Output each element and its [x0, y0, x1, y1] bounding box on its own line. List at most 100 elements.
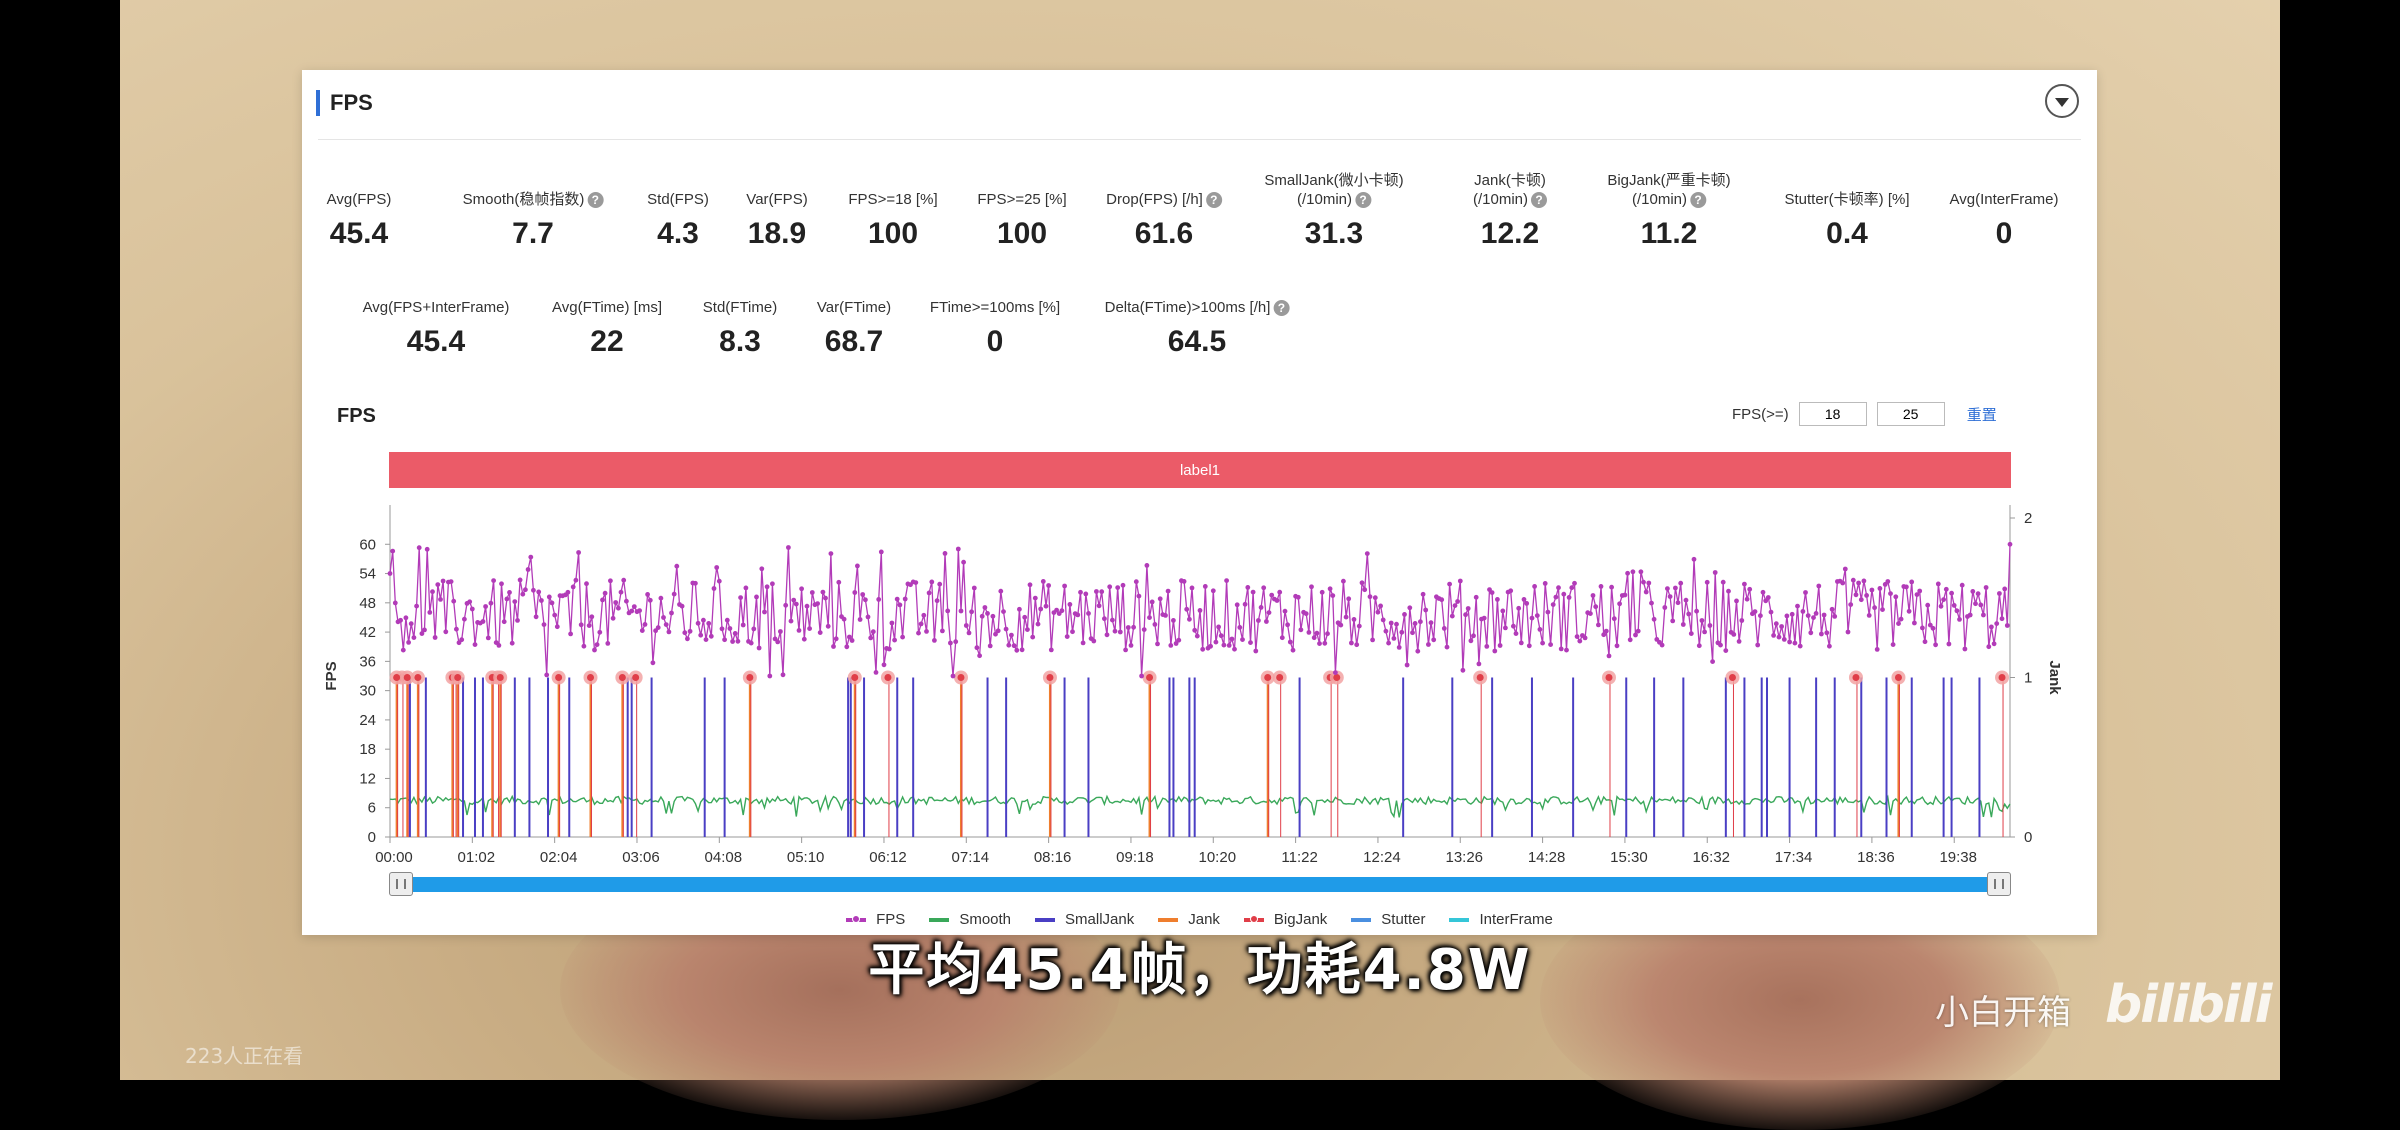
- fps-point: [1768, 609, 1774, 615]
- reset-button[interactable]: 重置: [1966, 406, 1997, 424]
- x-tick-label: 08:16: [1034, 849, 1072, 866]
- fps-threshold-input-2[interactable]: [1876, 402, 1945, 426]
- fps-point: [1920, 625, 1925, 631]
- fps-point: [1869, 587, 1875, 593]
- legend-item-stutter[interactable]: Stutter: [1351, 911, 1425, 928]
- fps-point: [1362, 587, 1368, 593]
- fps-point: [748, 640, 754, 646]
- collapse-button[interactable]: [2045, 84, 2079, 118]
- metric-value: 68.7: [824, 325, 884, 358]
- fps-point: [1659, 642, 1665, 648]
- fps-point: [1306, 630, 1312, 635]
- fps-point: [1492, 648, 1498, 654]
- x-tick-label: 15:30: [1610, 849, 1648, 866]
- fps-point: [1927, 622, 1933, 628]
- fps-point: [549, 600, 555, 606]
- x-tick-label: 17:34: [1775, 849, 1813, 866]
- fps-point: [1813, 611, 1819, 616]
- legend-item-jank[interactable]: Jank: [1158, 911, 1220, 928]
- fps-point: [586, 623, 592, 628]
- fps-point: [1665, 586, 1670, 591]
- bigjank-marker: [1998, 674, 2006, 681]
- fps-point: [1383, 628, 1389, 634]
- panel-title: FPS: [330, 90, 373, 115]
- fps-point: [1739, 618, 1745, 623]
- fps-point: [1811, 615, 1816, 620]
- fps-point: [998, 588, 1004, 594]
- fps-point: [730, 639, 735, 644]
- fps-point: [894, 596, 900, 602]
- fps-point: [669, 610, 674, 616]
- help-icon[interactable]: ?: [587, 192, 604, 209]
- fps-point: [961, 559, 966, 565]
- help-icon[interactable]: ?: [1205, 192, 1222, 209]
- fps-point: [1564, 647, 1569, 653]
- help-icon[interactable]: ?: [1531, 192, 1548, 209]
- legend-item-fps[interactable]: FPS: [846, 911, 905, 928]
- fps-point: [1617, 601, 1622, 607]
- fps-point: [1364, 551, 1370, 556]
- fps-point: [1269, 592, 1275, 598]
- bigjank-marker: [1894, 674, 1902, 681]
- fps-point: [847, 634, 852, 640]
- fps-point: [600, 597, 605, 603]
- fps-point: [732, 631, 738, 636]
- slider-handle-end[interactable]: [1987, 872, 2011, 896]
- fps-point: [647, 597, 653, 603]
- fps-point: [974, 645, 980, 651]
- legend-item-smalljank[interactable]: SmallJank: [1035, 911, 1134, 928]
- fps-point: [1710, 659, 1715, 664]
- fps-point: [852, 590, 858, 595]
- fps-point: [844, 644, 850, 650]
- x-tick-label: 02:04: [540, 849, 578, 866]
- fps-point: [541, 622, 547, 627]
- fps-point: [1850, 577, 1856, 583]
- legend-item-bigjank[interactable]: BigJank: [1243, 911, 1327, 928]
- fps-point: [849, 638, 855, 643]
- chevron-down-icon: [2055, 98, 2069, 107]
- metric-metrics_row2-4: FTime>=100ms [%] 0: [930, 298, 1060, 359]
- fps-point: [889, 620, 895, 626]
- time-range-slider[interactable]: [389, 877, 2011, 892]
- fps-point: [1686, 611, 1692, 617]
- fps-point: [1673, 585, 1678, 591]
- slider-handle-start[interactable]: [389, 872, 413, 896]
- fps-point: [491, 578, 496, 583]
- fps-point: [427, 610, 433, 615]
- fps-point: [639, 628, 645, 633]
- fps-point: [1516, 605, 1522, 611]
- legend-item-interframe[interactable]: InterFrame: [1449, 911, 1553, 928]
- help-icon[interactable]: ?: [1355, 192, 1371, 209]
- fps-point: [1285, 622, 1290, 628]
- fps-point: [1874, 647, 1880, 652]
- metric-value: 0: [986, 325, 1004, 358]
- metric-label-text: Var(FPS): [746, 191, 808, 208]
- y-tick-label: 42: [359, 624, 376, 641]
- fps-point: [1407, 605, 1413, 611]
- help-icon[interactable]: ?: [1690, 192, 1707, 209]
- fps-point: [1038, 606, 1044, 612]
- fps-threshold-input-1[interactable]: [1798, 402, 1867, 426]
- metric-value: 0.4: [1826, 217, 1868, 250]
- fps-point: [1274, 598, 1280, 603]
- legend-item-smooth[interactable]: Smooth: [929, 911, 1011, 928]
- x-tick-label: 12:24: [1363, 849, 1401, 866]
- fps-point: [650, 660, 656, 666]
- x-tick-label: 09:18: [1116, 849, 1154, 866]
- fps-point: [661, 615, 666, 620]
- help-icon[interactable]: ?: [1273, 300, 1290, 317]
- fps-point: [1003, 626, 1009, 632]
- fps-point: [462, 616, 467, 622]
- fps-point: [993, 631, 998, 637]
- fps-point: [501, 619, 507, 625]
- fps-point: [584, 581, 589, 587]
- fps-point: [1763, 598, 1769, 604]
- fps-point: [1625, 570, 1630, 576]
- fps-point: [539, 598, 544, 603]
- legend-swatch: [1243, 914, 1264, 923]
- label-band[interactable]: label1: [389, 452, 2011, 488]
- fps-point: [507, 590, 512, 595]
- fps-point: [1356, 623, 1362, 629]
- fps-point: [1893, 594, 1899, 600]
